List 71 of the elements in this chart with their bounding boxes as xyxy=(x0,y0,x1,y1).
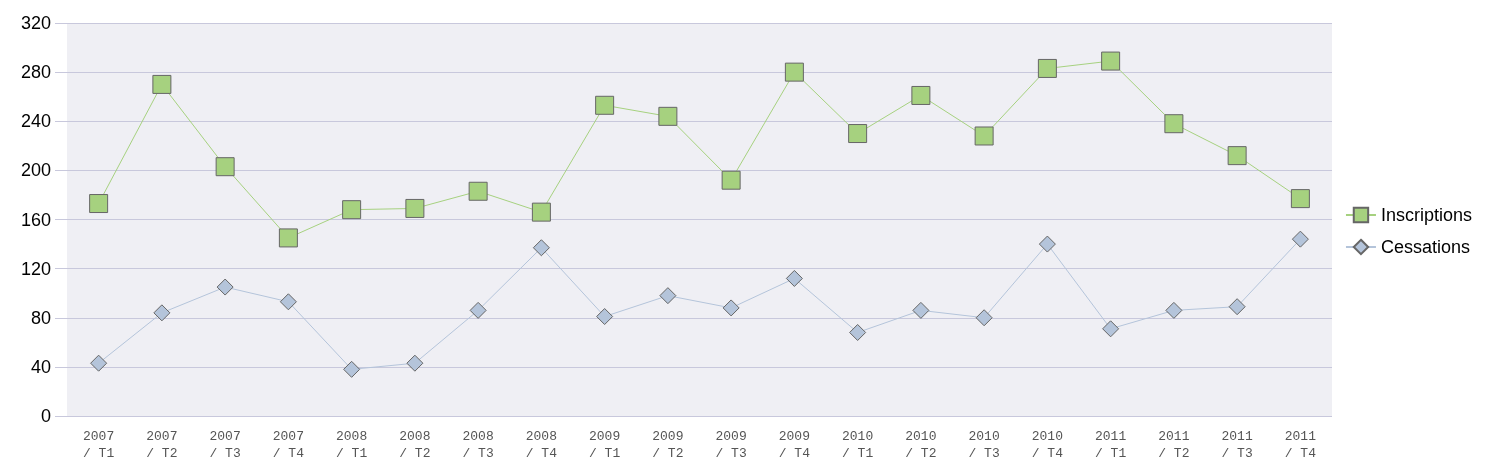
x-tick-label: 2010 / T2 xyxy=(905,429,937,461)
point xyxy=(1291,230,1309,248)
y-tick-label: 80 xyxy=(30,307,51,328)
point xyxy=(531,202,551,222)
legend-label: Cessations xyxy=(1380,237,1471,257)
x-tick-label: 2007 / T3 xyxy=(209,429,241,461)
point xyxy=(89,194,109,214)
point xyxy=(343,360,361,378)
point xyxy=(785,269,803,287)
point xyxy=(721,170,741,190)
point xyxy=(911,85,931,105)
x-tick-label: 2010 / T3 xyxy=(968,429,1000,461)
point xyxy=(1227,146,1247,166)
point xyxy=(468,181,488,201)
y-tick-label: 320 xyxy=(20,13,51,33)
point xyxy=(849,323,867,341)
x-tick-label: 2009 / T3 xyxy=(715,429,747,461)
y-tick-label: 200 xyxy=(20,160,51,181)
point xyxy=(974,126,994,146)
point xyxy=(215,157,235,177)
point xyxy=(153,304,171,322)
x-tick-label: 2007 / T4 xyxy=(272,429,305,461)
point xyxy=(469,301,487,319)
point xyxy=(659,287,677,305)
point xyxy=(405,198,425,218)
x-tick-label: 2011 / T4 xyxy=(1284,429,1317,461)
x-tick-label: 2008 / T1 xyxy=(336,429,368,461)
point xyxy=(784,62,804,82)
y-tick-label: 240 xyxy=(20,111,51,132)
x-tick-label: 2011 / T2 xyxy=(1158,429,1190,461)
point xyxy=(1228,298,1246,316)
point xyxy=(342,200,362,220)
x-tick-label: 2010 / T1 xyxy=(842,429,874,461)
point xyxy=(152,74,172,94)
point xyxy=(848,124,868,144)
x-tick-label: 2011 / T3 xyxy=(1221,429,1253,461)
point xyxy=(532,239,550,257)
point xyxy=(406,354,424,372)
point xyxy=(1165,301,1183,319)
point xyxy=(975,309,993,327)
y-tick-label: 0 xyxy=(40,406,51,426)
point xyxy=(1037,58,1057,78)
point xyxy=(912,301,930,319)
legend-label: Inscriptions xyxy=(1380,205,1473,225)
point xyxy=(1164,114,1184,134)
x-tick-label: 2008 / T2 xyxy=(399,429,431,461)
point xyxy=(595,95,615,115)
x-tick-label: 2007 / T2 xyxy=(146,429,178,461)
x-tick-label: 2009 / T2 xyxy=(652,429,684,461)
point xyxy=(216,278,234,296)
x-tick-label: 2009 / T4 xyxy=(778,429,811,461)
x-tick-label: 2008 / T4 xyxy=(525,429,558,461)
y-tick-label: 40 xyxy=(30,356,51,377)
point xyxy=(279,293,297,311)
y-tick-label: 120 xyxy=(20,258,51,279)
point xyxy=(1102,320,1120,338)
point xyxy=(722,299,740,317)
y-tick-label: 280 xyxy=(20,62,51,83)
x-tick-label: 2010 / T4 xyxy=(1031,429,1064,461)
point xyxy=(596,308,614,326)
point xyxy=(1038,235,1056,253)
y-tick-label: 160 xyxy=(20,209,51,230)
point xyxy=(1290,189,1310,209)
x-tick-label: 2007 / T1 xyxy=(83,429,115,461)
x-tick-label: 2009 / T1 xyxy=(589,429,621,461)
x-tick-label: 2011 / T1 xyxy=(1095,429,1127,461)
point xyxy=(1101,51,1121,71)
point xyxy=(658,106,678,126)
point xyxy=(90,354,108,372)
x-tick-label: 2008 / T3 xyxy=(462,429,494,461)
point xyxy=(278,228,298,248)
